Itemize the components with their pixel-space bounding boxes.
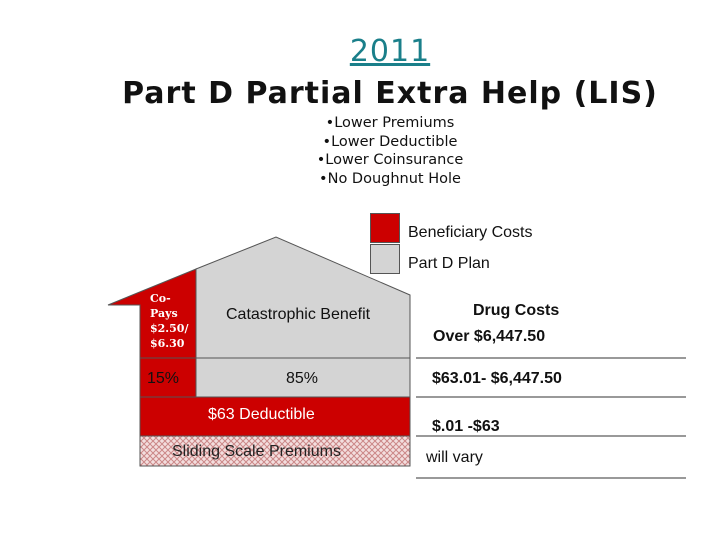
bullet-item: •Lower Coinsurance	[316, 152, 464, 168]
premiums-label: Sliding Scale Premiums	[172, 443, 341, 460]
drug-costs-deductible: $.01 -$63	[432, 418, 500, 435]
coinsurance-plan-label: 85%	[286, 370, 319, 387]
deductible-label: $63 Deductible	[208, 406, 315, 423]
copay-label: Co- Pays $2.50/ $6.30	[150, 291, 188, 351]
legend-swatch-beneficiary	[370, 213, 400, 243]
legend-swatch-plan	[370, 244, 400, 274]
legend-label-plan: Part D Plan	[408, 255, 490, 272]
premiums-block	[139, 435, 411, 467]
copay-line: $2.50/	[150, 322, 189, 335]
drug-costs-coinsurance: $63.01- $6,447.50	[432, 370, 562, 387]
coinsurance-beneficiary-label: 15%	[147, 370, 180, 387]
benefit-bullets: •Lower Premiums •Lower Deductible •Lower…	[290, 114, 490, 188]
year-heading: 2011	[349, 34, 431, 69]
bullet-item: •Lower Premiums	[325, 115, 455, 131]
copay-line: Pays	[150, 307, 178, 320]
copay-line: $6.30	[150, 337, 185, 350]
drug-costs-premiums: will vary	[426, 449, 483, 466]
bullet-item: •Lower Deductible	[322, 133, 458, 150]
bullet-item: •No Doughnut Hole	[319, 170, 461, 187]
drug-costs-heading: Drug Costs	[473, 302, 560, 319]
copay-line: Co-	[150, 292, 171, 305]
drug-costs-catastrophic: Over $6,447.50	[433, 328, 546, 345]
page-title: Part D Partial Extra Help (LIS)	[122, 76, 658, 111]
catastrophic-label: Catastrophic Benefit	[226, 306, 371, 323]
legend-label-beneficiary: Beneficiary Costs	[408, 224, 533, 241]
